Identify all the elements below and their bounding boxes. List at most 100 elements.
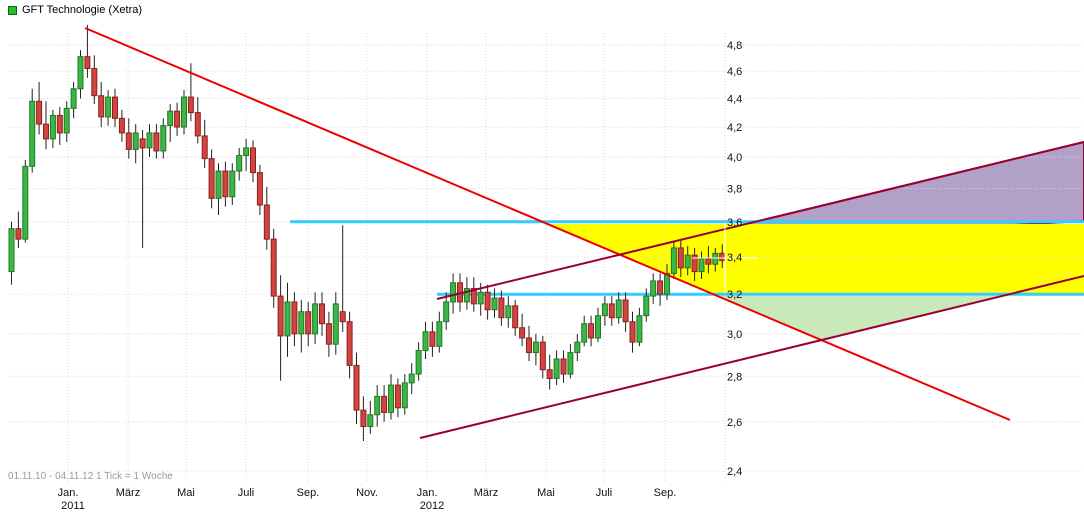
green-support-zone <box>715 296 1005 340</box>
candle-up <box>284 301 291 337</box>
candle-down <box>15 228 22 240</box>
candle-up <box>146 132 153 149</box>
candle-up <box>712 252 719 265</box>
candle-down <box>319 303 325 325</box>
y-tick-label: 4,4 <box>727 93 742 105</box>
x-tick-label: Sep. <box>297 487 320 499</box>
x-tick-label: Mai <box>537 487 555 499</box>
x-tick-label: Juli <box>238 487 255 499</box>
candle-up <box>132 132 139 150</box>
x-tick-label: März <box>474 487 498 499</box>
y-tick-label: 2,6 <box>727 417 742 429</box>
candle-down <box>360 409 367 428</box>
candle-down <box>512 305 519 329</box>
candle-up <box>636 315 643 343</box>
candle-down <box>353 364 360 411</box>
gridlines <box>8 33 1084 481</box>
candle-down <box>539 341 546 371</box>
candle-down <box>43 123 49 140</box>
x-tick-label: Nov. <box>356 487 378 499</box>
candle-down <box>588 323 595 339</box>
candle-down <box>153 132 160 152</box>
candle-up <box>415 349 422 375</box>
candle-up <box>298 311 305 335</box>
y-tick-label: 4,6 <box>727 66 742 78</box>
x-tick-label: März <box>116 487 140 499</box>
candle-up <box>374 395 381 416</box>
candle-down <box>201 135 208 160</box>
x-tick-year-label: 2011 <box>61 500 85 512</box>
candle-down <box>608 303 615 319</box>
candle-up <box>650 280 657 297</box>
downtrend-line <box>84 27 1011 421</box>
candlestick-series <box>8 24 726 442</box>
candle-down <box>250 147 256 174</box>
candle-down <box>394 384 401 409</box>
candle-down <box>339 311 346 323</box>
y-tick-label: 2,4 <box>727 466 742 478</box>
candle-up <box>367 414 374 428</box>
candle-down <box>719 252 726 262</box>
candle-up <box>408 373 415 384</box>
candle-down <box>194 112 201 137</box>
candle-down <box>346 321 353 366</box>
candle-down <box>691 254 698 273</box>
candle-down <box>222 170 229 198</box>
candle-down <box>36 100 43 125</box>
candle-up <box>505 305 512 319</box>
candle-up <box>312 303 319 335</box>
candle-up <box>698 258 705 273</box>
candle-up <box>332 303 339 345</box>
x-tick-label: Mai <box>177 487 195 499</box>
candle-up <box>581 323 588 343</box>
candle-up <box>181 96 187 128</box>
candle-up <box>229 170 236 198</box>
candle-up <box>422 331 429 351</box>
yellow-target-zone <box>545 224 1084 294</box>
candle-up <box>70 88 77 109</box>
candle-up <box>553 358 560 379</box>
candle-down <box>139 138 146 149</box>
candle-up <box>574 341 581 354</box>
candle-down <box>470 287 477 305</box>
y-tick-label: 4,2 <box>727 122 742 134</box>
y-tick-label: 4,0 <box>727 152 742 164</box>
candle-up <box>567 352 574 375</box>
candle-down <box>629 321 636 343</box>
candle-down <box>519 327 526 339</box>
series-marker-icon <box>8 5 17 15</box>
candle-up <box>664 272 670 295</box>
chart-title: GFT Technologie (Xetra) <box>22 4 143 16</box>
candle-down <box>305 311 312 335</box>
candle-up <box>401 382 408 409</box>
candle-up <box>615 299 622 319</box>
candle-down <box>174 110 181 128</box>
y-tick-label: 3,4 <box>727 252 742 264</box>
candle-down <box>657 280 664 295</box>
y-tick-label: 3,2 <box>727 289 742 301</box>
candle-down <box>270 238 277 297</box>
candle-down <box>546 369 553 379</box>
wedge-upper-line <box>436 141 1084 300</box>
candle-down <box>98 95 105 118</box>
candle-up <box>8 228 15 273</box>
candle-up <box>491 297 498 311</box>
candle-down <box>677 247 684 269</box>
candle-up <box>643 295 650 317</box>
candle-up <box>236 155 243 172</box>
candle-up <box>436 321 443 347</box>
candle-up <box>49 114 56 140</box>
candle-down <box>118 117 125 134</box>
candle-up <box>29 100 36 167</box>
candle-up <box>388 384 394 413</box>
x-tick-label: Sep. <box>654 487 677 499</box>
candle-down <box>84 56 91 69</box>
candle-down <box>622 299 629 323</box>
x-tick-label: Jan. <box>417 487 438 499</box>
candle-up <box>167 110 174 127</box>
candle-up <box>477 291 484 305</box>
candle-up <box>443 301 450 323</box>
